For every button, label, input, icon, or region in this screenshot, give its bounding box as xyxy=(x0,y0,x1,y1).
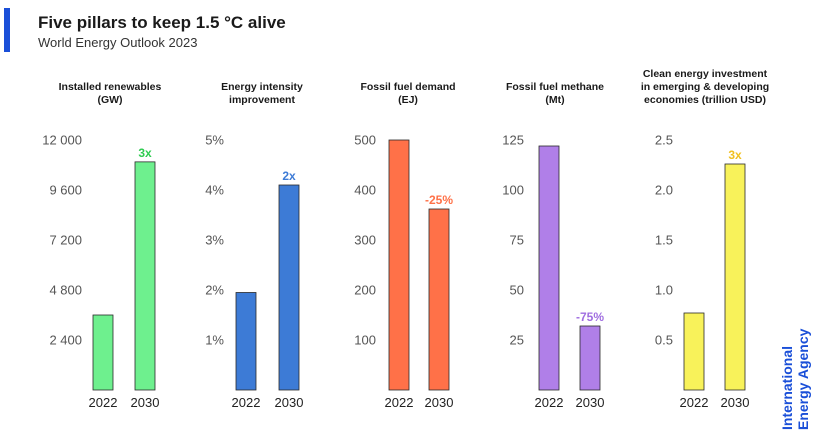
chart-5-bar-2022 xyxy=(683,312,705,391)
chart-4-y-tick-label: 75 xyxy=(510,233,524,248)
chart-4-change-annotation: -75% xyxy=(576,310,604,324)
chart-5-x-label-2022: 2022 xyxy=(680,395,709,410)
chart-1-title-line: Installed renewables xyxy=(59,81,162,93)
chart-5-x-label-2030: 2030 xyxy=(721,395,750,410)
chart-2-y-tick-label: 4% xyxy=(205,183,224,198)
chart-2-change-annotation: 2x xyxy=(282,169,296,183)
chart-3-change-annotation: -25% xyxy=(425,193,453,207)
page-subtitle: World Energy Outlook 2023 xyxy=(38,35,198,50)
chart-4-title-line: (Mt) xyxy=(545,94,564,106)
chart-2-y-tick-label: 1% xyxy=(205,333,224,348)
chart-4-x-label-2030: 2030 xyxy=(576,395,605,410)
chart-5-change-annotation: 3x xyxy=(728,148,742,162)
chart-1-y-tick-label: 12 000 xyxy=(42,133,82,148)
chart-3-x-label-2030: 2030 xyxy=(425,395,454,410)
chart-2-x-label-2030: 2030 xyxy=(275,395,304,410)
chart-1-title-line: (GW) xyxy=(97,94,122,106)
chart-5-title-line: Clean energy investment xyxy=(643,68,768,80)
chart-2-y-tick-label: 3% xyxy=(205,233,224,248)
chart-5-y-tick-label: 2.0 xyxy=(655,183,673,198)
chart-1-y-tick-label: 9 600 xyxy=(49,183,82,198)
chart-3-y-tick-label: 500 xyxy=(354,133,376,148)
chart-3-x-label-2022: 2022 xyxy=(385,395,414,410)
iea-logo: International Energy Agency xyxy=(777,318,817,430)
iea-logo-line1: International xyxy=(779,345,795,430)
iea-logo-line2: Energy Agency xyxy=(795,328,811,430)
chart-1-x-label-2022: 2022 xyxy=(89,395,118,410)
chart-4-x-label-2022: 2022 xyxy=(535,395,564,410)
chart-3-bar-2030 xyxy=(428,208,450,391)
chart-4-y-tick-label: 50 xyxy=(510,283,524,298)
chart-4-y-tick-label: 100 xyxy=(502,183,524,198)
chart-5-y-tick-label: 1.5 xyxy=(655,233,673,248)
chart-2-bar-2030 xyxy=(278,184,300,391)
chart-1-change-annotation: 3x xyxy=(138,146,152,160)
page-title: Five pillars to keep 1.5 °C alive xyxy=(38,13,286,32)
chart-1-y-tick-label: 2 400 xyxy=(49,333,82,348)
chart-2-y-tick-label: 5% xyxy=(205,133,224,148)
chart-3-y-tick-label: 400 xyxy=(354,183,376,198)
chart-3-title-line: (EJ) xyxy=(398,94,418,106)
chart-4-bar-2030 xyxy=(579,325,601,391)
chart-1-bar-2022 xyxy=(92,314,114,391)
title-accent-bar xyxy=(4,8,10,52)
iea-logo-text: International Energy Agency xyxy=(779,329,811,430)
chart-5-title-line: economies (trillion USD) xyxy=(644,94,766,106)
chart-4-title-line: Fossil fuel methane xyxy=(506,81,604,93)
chart-5-y-tick-label: 1.0 xyxy=(655,283,673,298)
chart-2-title-line: improvement xyxy=(229,94,295,106)
chart-2-title-line: Energy intensity xyxy=(221,81,303,93)
chart-3-y-tick-label: 200 xyxy=(354,283,376,298)
chart-5-y-tick-label: 2.5 xyxy=(655,133,673,148)
chart-1-y-tick-label: 4 800 xyxy=(49,283,82,298)
chart-2-bar-2022 xyxy=(235,292,257,391)
chart-2-x-label-2022: 2022 xyxy=(232,395,261,410)
chart-1-y-tick-label: 7 200 xyxy=(49,233,82,248)
chart-3-bar-2022 xyxy=(388,139,410,391)
chart-4-y-tick-label: 125 xyxy=(502,133,524,148)
chart-5-title-line: in emerging & developing xyxy=(641,81,769,93)
chart-4-bar-2022 xyxy=(538,145,560,391)
chart-4-y-tick-label: 25 xyxy=(510,333,524,348)
chart-1-x-label-2030: 2030 xyxy=(131,395,160,410)
chart-3-y-tick-label: 100 xyxy=(354,333,376,348)
chart-3-title-line: Fossil fuel demand xyxy=(360,81,455,93)
chart-2-y-tick-label: 2% xyxy=(205,283,224,298)
chart-5-y-tick-label: 0.5 xyxy=(655,333,673,348)
chart-5-bar-2030 xyxy=(724,163,746,391)
chart-3-y-tick-label: 300 xyxy=(354,233,376,248)
chart-1-bar-2030 xyxy=(134,161,156,391)
